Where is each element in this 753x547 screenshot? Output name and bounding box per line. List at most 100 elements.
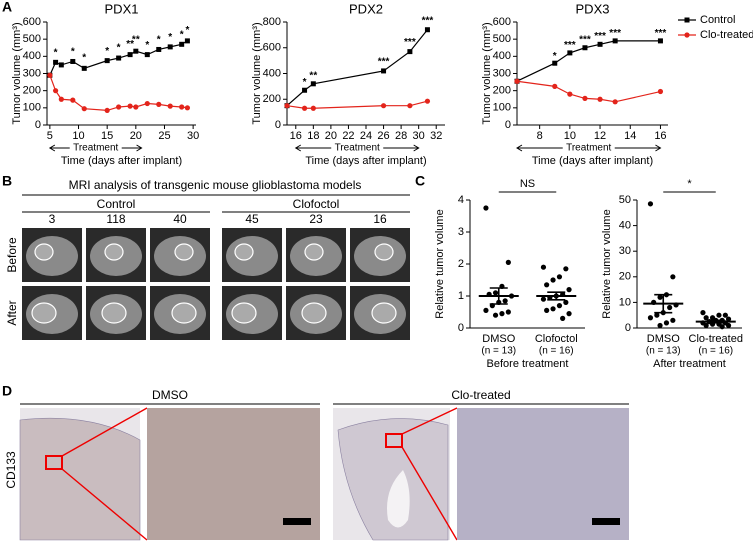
tumor-outline <box>101 302 127 324</box>
y-axis-label: Tumor volume (mm³) <box>11 22 23 124</box>
treatment-label-bg <box>69 142 122 154</box>
point <box>552 60 558 66</box>
tumor-outline <box>34 243 54 261</box>
y-tick-label: 500 <box>493 33 511 45</box>
significance: * <box>168 32 172 43</box>
x-tick-label: 5 <box>47 130 53 142</box>
row-label: Before <box>5 237 19 273</box>
group-label: DMSO <box>152 388 188 402</box>
y-tick-label: 1 <box>458 290 464 302</box>
error-bar <box>706 319 725 324</box>
x-axis-label: Time (days after implant) <box>305 155 426 167</box>
comparison-label: NS <box>520 178 535 190</box>
point <box>582 45 588 51</box>
group-label: Clo-treated <box>451 388 510 402</box>
legend-marker <box>684 32 690 38</box>
y-tick-label: 30 <box>619 245 631 257</box>
point <box>563 266 569 272</box>
y-tick-label: 400 <box>23 50 41 62</box>
x-tick-label: 22 <box>342 130 354 142</box>
y-tick-label: 4 <box>458 194 464 206</box>
point <box>483 205 489 211</box>
point <box>492 312 499 318</box>
point <box>301 105 308 111</box>
chart-title: PDX2 <box>349 1 383 16</box>
point <box>722 312 728 318</box>
tumor-outline <box>104 243 124 261</box>
significance: *** <box>422 15 434 26</box>
point <box>167 44 173 50</box>
point <box>144 52 150 58</box>
significance: * <box>71 47 75 58</box>
tumor-outline <box>231 302 257 324</box>
tumor-outline <box>234 243 254 261</box>
point <box>560 315 566 321</box>
point <box>127 52 133 58</box>
point <box>612 38 618 44</box>
point <box>552 83 558 89</box>
point <box>381 68 387 74</box>
x-axis-label: Before treatment <box>487 358 569 370</box>
tumor-outline <box>171 302 197 324</box>
point <box>116 55 122 61</box>
y-tick-label: 600 <box>23 16 41 28</box>
y-tick-label: 0 <box>458 322 464 334</box>
point <box>567 91 573 97</box>
x-tick-label: 28 <box>395 130 407 142</box>
group-label: Control <box>97 197 136 211</box>
point <box>663 320 670 326</box>
significance: ** <box>309 71 317 82</box>
significance: * <box>105 46 109 57</box>
x-tick-label: 10 <box>72 130 84 142</box>
point <box>597 41 603 47</box>
y-tick-label: 3 <box>458 226 464 238</box>
point <box>502 298 508 304</box>
y-tick-label: 300 <box>493 67 511 79</box>
mouse-id: 16 <box>373 212 387 226</box>
error-bar <box>547 291 566 301</box>
point <box>58 62 64 68</box>
point <box>133 48 139 54</box>
significance: * <box>117 42 121 53</box>
tumor-outline <box>31 302 57 324</box>
x-tick-label: 15 <box>101 130 113 142</box>
y-tick-label: 0 <box>275 119 281 131</box>
scale-bar <box>592 518 620 525</box>
point <box>81 65 87 71</box>
mri-title: MRI analysis of transgenic mouse gliobla… <box>69 178 362 192</box>
point <box>70 58 76 64</box>
point <box>116 104 122 110</box>
point <box>657 88 664 95</box>
point <box>556 274 563 280</box>
point <box>81 106 87 112</box>
significance: *** <box>378 57 390 68</box>
point <box>700 310 706 316</box>
treatment-label-bg <box>562 142 615 154</box>
point <box>424 98 431 104</box>
point <box>302 87 308 93</box>
n-label: (n = 16) <box>539 346 574 357</box>
point <box>647 315 654 321</box>
legend-label: Clo-treated <box>700 29 753 41</box>
treatment-label-bg <box>331 142 384 154</box>
y-tick-label: 300 <box>23 67 41 79</box>
y-tick-label: 2 <box>458 258 464 270</box>
point <box>550 306 556 312</box>
significance: *** <box>564 40 576 51</box>
y-tick-label: 100 <box>493 102 511 114</box>
tumor-outline <box>301 302 327 324</box>
x-tick-label: 32 <box>430 130 442 142</box>
significance: *** <box>404 37 416 48</box>
point <box>544 282 550 288</box>
point <box>567 50 573 56</box>
x-axis-label: Time (days after implant) <box>61 155 182 167</box>
panel-label: D <box>2 383 12 399</box>
significance: * <box>180 30 184 41</box>
point <box>310 105 316 111</box>
point <box>47 72 53 78</box>
point <box>540 264 547 270</box>
arrow-head <box>48 144 143 152</box>
y-tick-label: 200 <box>493 85 511 97</box>
series-line <box>286 100 428 109</box>
